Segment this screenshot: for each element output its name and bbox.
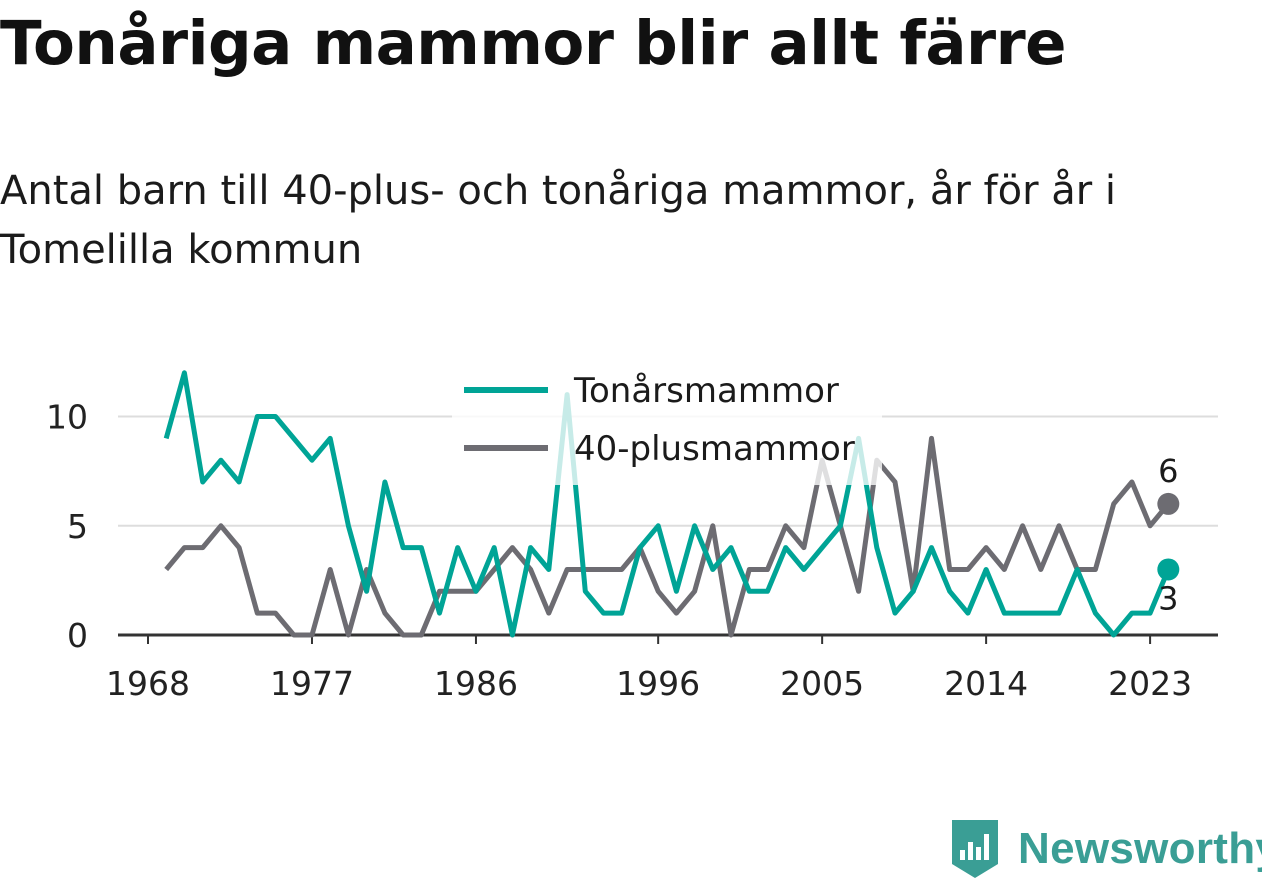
x-tick-label: 2023: [1108, 664, 1192, 703]
legend-background: [452, 360, 882, 485]
brand-name: Newsworthy: [1018, 824, 1262, 873]
end-dot-40-plusmammor: [1157, 492, 1180, 515]
end-label-tonarsmammor: 3: [1158, 579, 1178, 617]
bar-chart-logo-icon: [952, 820, 998, 878]
legend-label: 40-plusmammor: [574, 429, 855, 469]
x-tick-label: 1986: [434, 664, 518, 703]
x-tick-label: 1968: [106, 664, 190, 703]
newsworthy-logo: Newsworthy: [950, 818, 1262, 880]
chart-title: Tonåriga mammor blir allt färre: [0, 8, 1067, 79]
x-tick-label: 1996: [616, 664, 700, 703]
legend-label: Tonårsmammor: [573, 371, 839, 411]
legend: Tonårsmammor 40-plusmammor: [452, 360, 882, 485]
end-label-40-plusmammor: 6: [1158, 452, 1178, 490]
x-tick-label: 2014: [944, 664, 1028, 703]
series-lines: [163, 370, 1171, 638]
x-tick-label: 1977: [270, 664, 354, 703]
x-tick-label: 2005: [780, 664, 864, 703]
end-dot-tonarsmammor: [1157, 558, 1180, 581]
series-line-40-plusmammor: [164, 435, 1171, 638]
y-tick-label: 0: [67, 616, 88, 655]
y-tick-label: 5: [67, 507, 88, 546]
series-line-tonarsmammor: [163, 370, 1171, 638]
end-labels: 63: [1157, 452, 1180, 617]
y-axis-ticks: 0 5 10: [46, 398, 88, 656]
x-axis: 1968 1977 1986 1996 2005 2014 2023: [106, 633, 1218, 703]
chart-subtitle: Antal barn till 40-plus- och tonåriga ma…: [0, 168, 1117, 273]
y-tick-label: 10: [46, 398, 88, 437]
